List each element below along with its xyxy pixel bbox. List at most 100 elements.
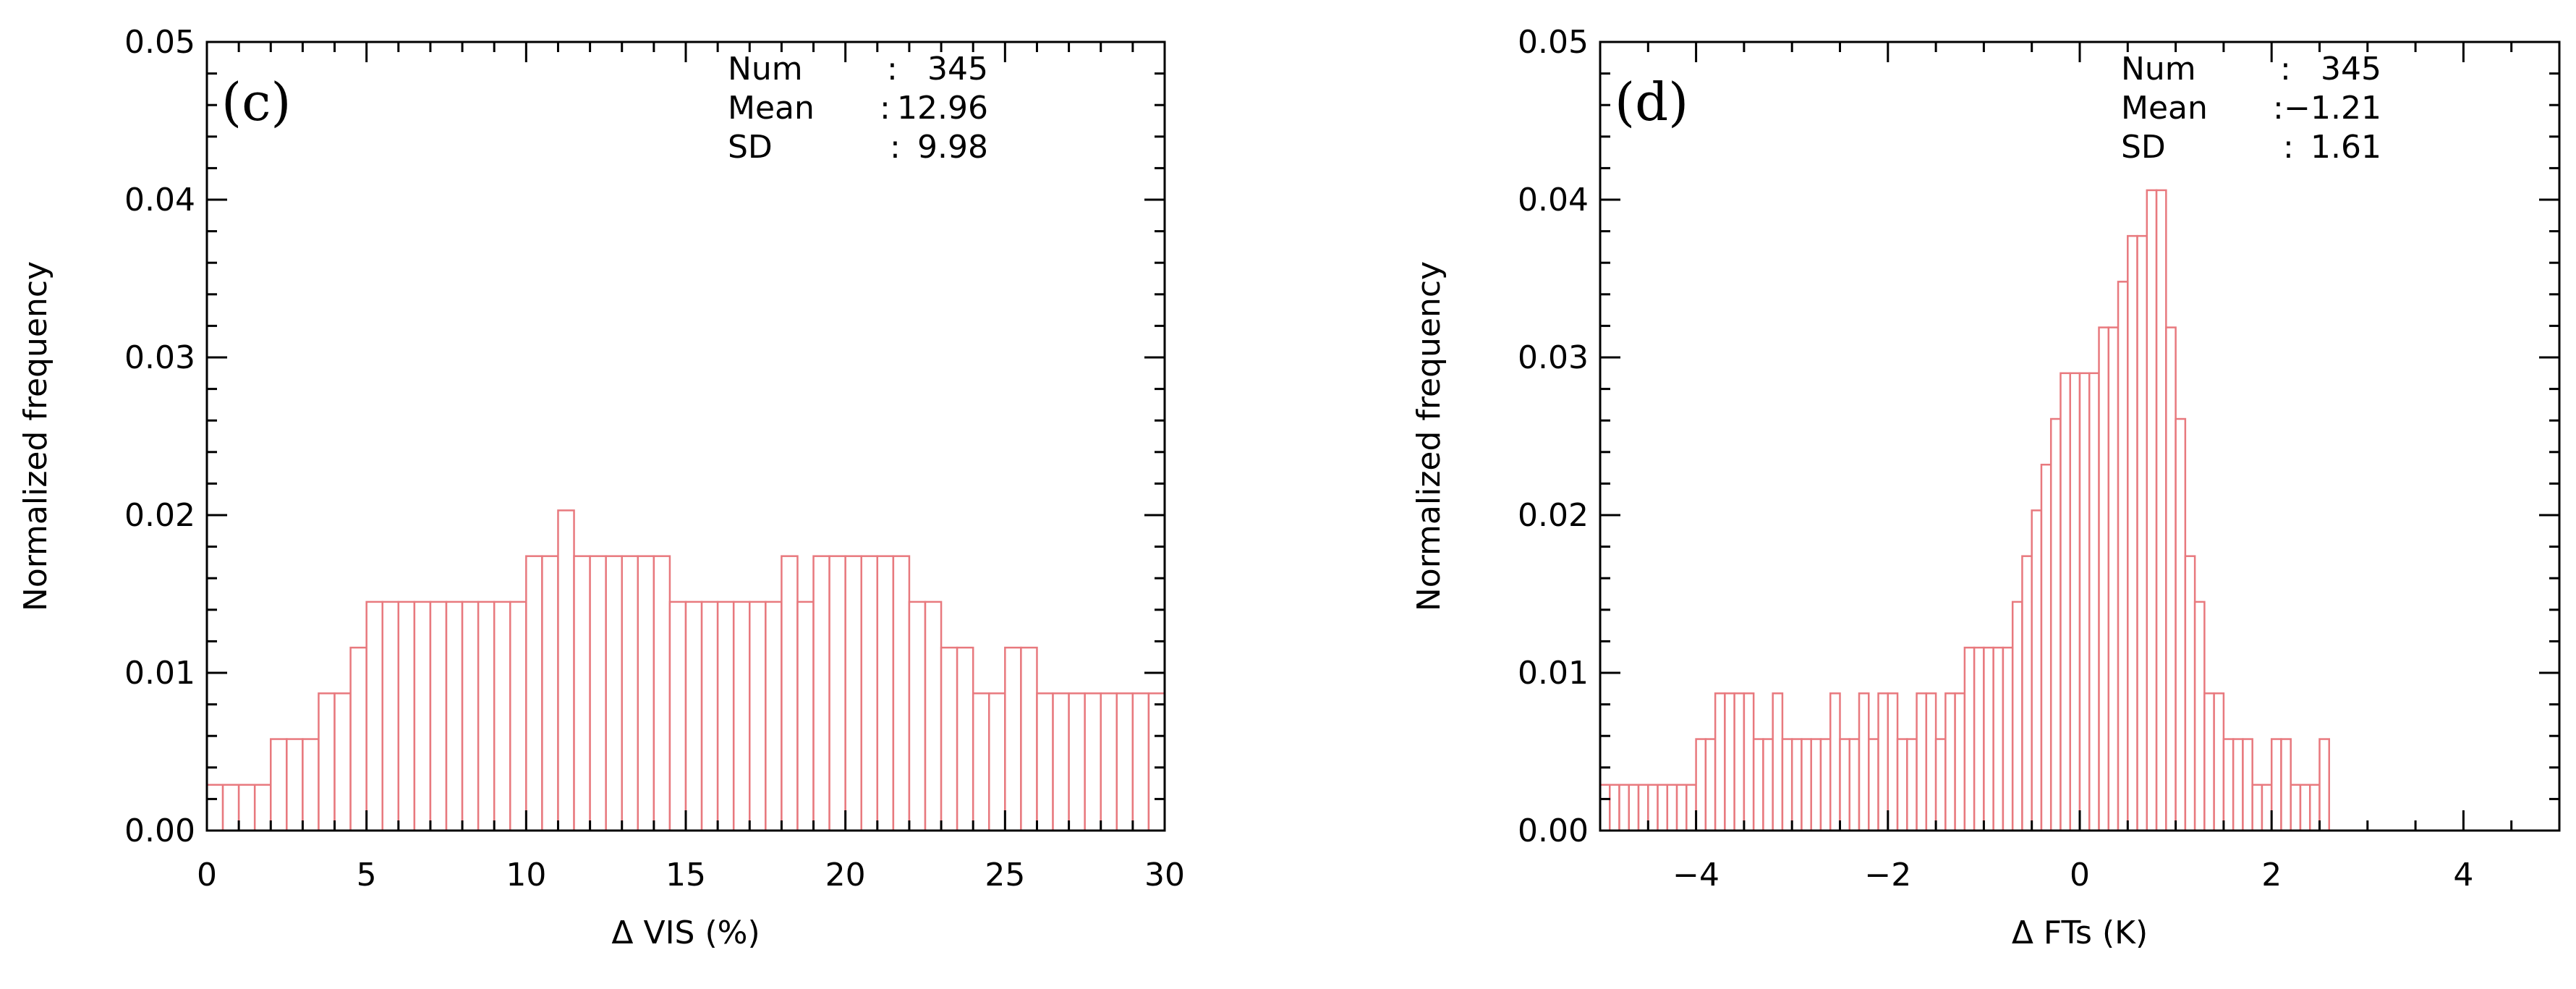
histogram-bar bbox=[445, 600, 464, 832]
stat-num-sep-c: : bbox=[887, 51, 898, 88]
x-tick-label: 30 bbox=[1144, 857, 1185, 894]
histogram-bar bbox=[2308, 784, 2321, 832]
histogram-bar bbox=[333, 692, 352, 832]
histogram-bar bbox=[2222, 738, 2235, 832]
axis-ticks-c bbox=[205, 41, 1166, 832]
histogram-bar bbox=[1810, 738, 1822, 832]
histogram-bar bbox=[1963, 646, 1976, 832]
histogram-bar bbox=[2088, 372, 2100, 832]
histogram-bar bbox=[2040, 463, 2052, 832]
stats-box-d: Num : 345 Mean : −1.21 SD : 1.61 bbox=[2121, 51, 2381, 166]
histogram-bar bbox=[2155, 189, 2167, 832]
histogram-bar bbox=[716, 600, 735, 832]
histogram-bar bbox=[1762, 738, 1774, 832]
x-tick-labels-c: 0 5 10 15 20 25 30 bbox=[197, 857, 1185, 894]
histogram-bar bbox=[1724, 692, 1735, 832]
x-tick-label: −4 bbox=[1672, 857, 1720, 894]
y-tick-labels-d: 0.00 0.01 0.02 0.03 0.04 0.05 bbox=[1518, 24, 1589, 849]
histogram-bar bbox=[2213, 692, 2225, 832]
histogram-bar bbox=[700, 600, 719, 832]
stat-num-value-c: 345 bbox=[927, 51, 988, 88]
histogram-bar bbox=[1628, 784, 1640, 832]
histogram-bar bbox=[2242, 738, 2253, 832]
histogram-bar bbox=[2021, 555, 2033, 832]
histogram-bar bbox=[2175, 417, 2187, 832]
histogram-bar bbox=[253, 784, 272, 832]
histogram-bar bbox=[365, 600, 383, 832]
histogram-bar bbox=[2193, 600, 2206, 832]
histogram-bar bbox=[381, 600, 400, 832]
histogram-bar bbox=[2136, 234, 2148, 832]
x-tick-label: 0 bbox=[197, 857, 217, 894]
histogram-bar bbox=[988, 692, 1006, 832]
histogram-bar bbox=[2184, 555, 2196, 832]
stat-mean-value-c: 12.96 bbox=[897, 90, 988, 127]
histogram-bar bbox=[1084, 692, 1102, 832]
histogram-bar bbox=[2203, 692, 2215, 832]
histogram-bar bbox=[1983, 646, 1994, 832]
histogram-bar bbox=[302, 738, 320, 832]
histogram-bar bbox=[429, 600, 448, 832]
histogram-bar bbox=[637, 555, 655, 832]
histogram-bar bbox=[1925, 692, 1937, 832]
histogram-bar bbox=[349, 646, 367, 832]
histogram-bar bbox=[2165, 326, 2177, 832]
histogram-bar bbox=[1004, 646, 1022, 832]
y-tick-label: 0.04 bbox=[124, 182, 195, 218]
histogram-bar bbox=[1637, 784, 1649, 832]
y-axis-label-d: Normalized frequency bbox=[1411, 261, 1448, 611]
x-tick-label: −2 bbox=[1864, 857, 1911, 894]
histogram-bar bbox=[1954, 692, 1966, 832]
histogram-bar bbox=[318, 692, 336, 832]
histogram-bar bbox=[1790, 738, 1803, 832]
histogram-bar bbox=[1829, 692, 1841, 832]
histogram-bar bbox=[2031, 509, 2043, 832]
x-tick-label: 10 bbox=[506, 857, 546, 894]
histogram-panel-c: 0 5 10 15 20 25 30 0.00 0.01 0.02 0.03 0.04 0.05 Δ … bbox=[17, 24, 1185, 951]
histogram-bar bbox=[732, 600, 751, 832]
histogram-bar bbox=[493, 600, 511, 832]
histogram-bar bbox=[1647, 784, 1659, 832]
stat-sd-value-c: 9.98 bbox=[917, 129, 988, 166]
x-axis-label-d: Δ FTs (K) bbox=[2012, 914, 2148, 951]
histogram-bar bbox=[1147, 692, 1166, 832]
y-tick-label: 0.01 bbox=[124, 655, 195, 692]
histogram-bar bbox=[1858, 692, 1870, 832]
x-tick-label: 2 bbox=[2261, 857, 2282, 894]
y-tick-label: 0.00 bbox=[124, 812, 195, 849]
histogram-bar bbox=[1052, 692, 1070, 832]
histogram-bar bbox=[924, 600, 943, 832]
histogram-bar bbox=[1973, 646, 1985, 832]
histogram-bar bbox=[2127, 234, 2138, 832]
histogram-bar bbox=[1036, 692, 1054, 832]
histogram-bar bbox=[860, 555, 879, 832]
histogram-panel-d: −4 −2 0 2 4 0.00 0.01 0.02 0.03 0.04 0.05 Δ FTs (… bbox=[1411, 24, 2561, 951]
histogram-bar bbox=[765, 600, 783, 832]
histogram-bar bbox=[1131, 692, 1150, 832]
histogram-bar bbox=[2251, 784, 2263, 832]
histogram-bar bbox=[286, 738, 304, 832]
y-tick-label: 0.00 bbox=[1518, 812, 1589, 849]
histogram-bar bbox=[1801, 738, 1812, 832]
histogram-bar bbox=[1020, 646, 1038, 832]
histogram-bar bbox=[1618, 784, 1631, 832]
histogram-bar bbox=[1695, 738, 1707, 832]
histogram-bar bbox=[2002, 646, 2014, 832]
histogram-bar bbox=[844, 555, 862, 832]
histogram-bar bbox=[1906, 738, 1918, 832]
histogram-bar bbox=[956, 646, 974, 832]
stat-mean-value-d: −1.21 bbox=[2284, 90, 2381, 127]
stat-num-label-c: Num bbox=[728, 51, 803, 88]
histogram-bar bbox=[2299, 784, 2311, 832]
histogram-bar bbox=[205, 784, 224, 832]
y-tick-label: 0.02 bbox=[1518, 497, 1589, 534]
histogram-bar bbox=[2098, 326, 2110, 832]
histogram-bar bbox=[2117, 281, 2129, 832]
stat-mean-sep-c: : bbox=[880, 90, 890, 127]
histogram-bar bbox=[2232, 738, 2244, 832]
histogram-bar bbox=[1944, 692, 1956, 832]
stats-box-c: Num : 345 Mean : 12.96 SD : 9.98 bbox=[728, 51, 988, 166]
histogram-bar bbox=[1772, 692, 1784, 832]
stat-mean-sep-d: : bbox=[2273, 90, 2284, 127]
